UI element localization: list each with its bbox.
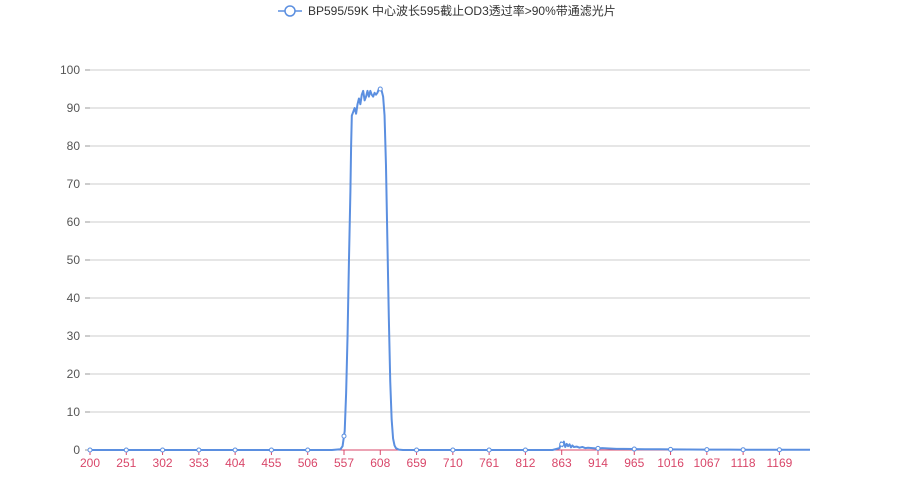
x-tick-label: 863 (552, 456, 572, 470)
y-tick-label: 20 (67, 367, 81, 381)
x-tick-label: 761 (479, 456, 499, 470)
x-tick-label: 506 (298, 456, 318, 470)
series-point[interactable] (522, 447, 528, 453)
x-tick-label: 557 (334, 456, 354, 470)
x-tick-label: 302 (153, 456, 173, 470)
x-axis-ticks: 200 251 302 353 404 455 506 557 608 659 710 761 812 8… (80, 450, 793, 470)
series-point[interactable] (486, 447, 492, 453)
y-tick-label: 100 (60, 63, 80, 77)
x-tick-label: 353 (189, 456, 209, 470)
series-point[interactable] (668, 446, 674, 452)
x-tick-label: 710 (443, 456, 463, 470)
series-line[interactable] (90, 88, 810, 451)
series-point[interactable] (341, 433, 347, 439)
x-tick-label: 1118 (731, 456, 756, 470)
x-tick-label: 200 (80, 456, 100, 470)
legend[interactable]: BP595/59K 中心波长595截止OD3透过率>90%带通滤光片 (278, 3, 616, 18)
series-point[interactable] (305, 447, 311, 453)
x-tick-label: 1067 (693, 456, 720, 470)
series-point[interactable] (595, 445, 601, 451)
x-tick-label: 914 (588, 456, 608, 470)
series-point[interactable] (414, 447, 420, 453)
y-tick-label: 30 (67, 329, 81, 343)
series-point[interactable] (450, 447, 456, 453)
series-point[interactable] (87, 447, 93, 453)
series-point[interactable] (377, 86, 383, 92)
x-tick-label: 608 (370, 456, 390, 470)
y-tick-label: 70 (67, 177, 81, 191)
series-point[interactable] (123, 447, 129, 453)
grid-lines (90, 69, 810, 413)
legend-series-label: BP595/59K 中心波长595截止OD3透过率>90%带通滤光片 (308, 3, 616, 18)
y-tick-label: 50 (67, 253, 81, 267)
y-axis-ticks: 0 10 20 30 40 50 60 70 80 90 100 (60, 63, 90, 457)
x-tick-label: 1016 (657, 456, 684, 470)
x-tick-label: 812 (515, 456, 535, 470)
series-point[interactable] (631, 446, 637, 452)
series-group (87, 86, 810, 453)
y-tick-label: 10 (67, 405, 81, 419)
x-tick-label: 455 (261, 456, 281, 470)
series-point[interactable] (232, 447, 238, 453)
y-tick-label: 80 (67, 139, 81, 153)
x-tick-label: 404 (225, 456, 245, 470)
legend-series-marker-icon (284, 5, 296, 17)
y-tick-label: 40 (67, 291, 81, 305)
series-point[interactable] (740, 447, 746, 453)
series-point[interactable] (160, 447, 166, 453)
y-tick-label: 0 (73, 443, 80, 457)
x-tick-label: 659 (407, 456, 427, 470)
series-point[interactable] (268, 447, 274, 453)
series-point[interactable] (196, 447, 202, 453)
series-point[interactable] (559, 441, 565, 447)
series-point[interactable] (704, 447, 710, 453)
y-tick-label: 90 (67, 101, 81, 115)
x-tick-label: 1169 (767, 456, 793, 470)
y-tick-label: 60 (67, 215, 81, 229)
x-tick-label: 965 (624, 456, 644, 470)
x-tick-label: 251 (116, 456, 136, 470)
series-point[interactable] (776, 447, 782, 453)
